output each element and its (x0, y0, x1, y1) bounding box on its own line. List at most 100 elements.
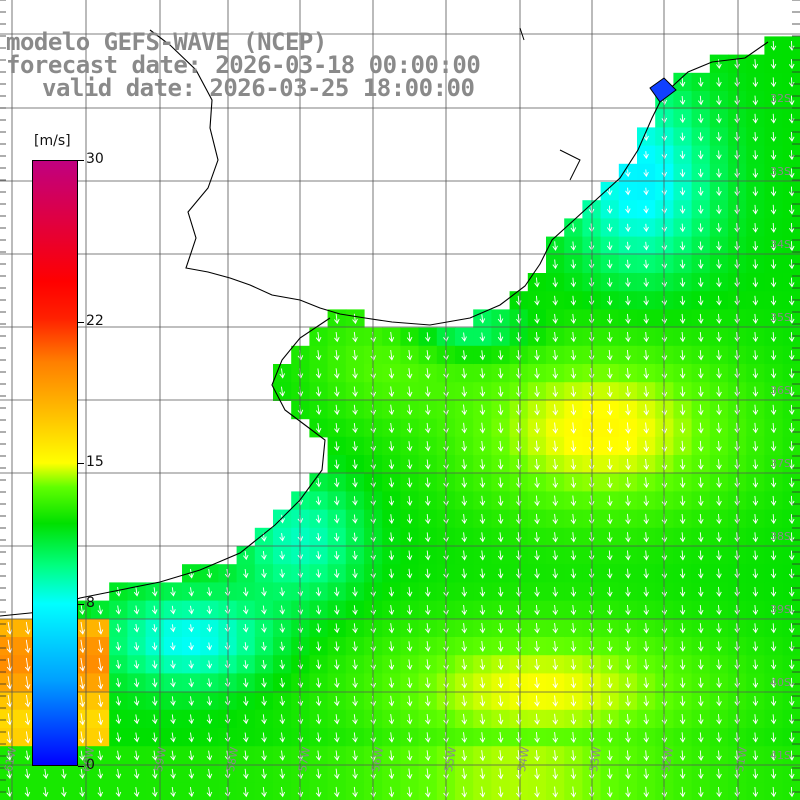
wind-arrow (698, 550, 704, 561)
wind-arrow (625, 458, 631, 471)
wind-arrow (388, 714, 395, 725)
colorbar-tick-label: 15 (86, 454, 104, 470)
wind-arrow (570, 659, 577, 671)
lagoon (649, 77, 677, 103)
wind-arrow (607, 659, 613, 671)
wind-arrow (261, 551, 267, 560)
wind-arrow (115, 787, 122, 798)
wind-arrow (552, 495, 559, 507)
wind-arrow (752, 277, 759, 288)
wind-arrow (279, 605, 285, 615)
wind-arrow (479, 350, 486, 361)
wind-arrow (497, 350, 504, 361)
wind-arrow (734, 514, 740, 525)
wind-arrow (679, 713, 686, 725)
wind-arrow (206, 678, 213, 688)
wind-arrow (752, 59, 759, 70)
wind-arrow (152, 768, 158, 779)
wind-arrow (334, 641, 340, 652)
lat-label: 37S (770, 457, 791, 470)
wind-arrow (734, 404, 741, 416)
wind-arrow (607, 604, 613, 616)
wind-arrow (716, 568, 722, 579)
wind-arrow (206, 587, 213, 597)
wind-arrow (152, 750, 158, 761)
wind-arrow (188, 714, 194, 725)
wind-arrow (752, 441, 759, 452)
wind-arrow (716, 659, 722, 670)
wind-arrow (788, 332, 795, 343)
wind-arrow (516, 768, 522, 780)
wind-arrow (625, 495, 631, 507)
wind-arrow (6, 621, 13, 635)
wind-arrow (679, 132, 686, 142)
wind-arrow (534, 641, 540, 652)
wind-arrow (643, 604, 650, 616)
wind-arrow (334, 768, 340, 780)
wind-arrow (461, 604, 468, 616)
wind-arrow (679, 331, 686, 343)
wind-arrow (697, 168, 704, 178)
wind-arrow (679, 295, 686, 306)
wind-arrow (279, 587, 285, 597)
colorbar-tick-label: 22 (86, 312, 104, 329)
wind-arrow (479, 677, 486, 689)
wind-arrow (679, 95, 686, 106)
lon-label: 52W (659, 746, 676, 773)
wind-arrow (261, 732, 267, 743)
wind-arrow (133, 660, 140, 670)
wind-arrow (698, 386, 704, 398)
wind-arrow (352, 514, 358, 524)
wind-arrow (770, 695, 777, 707)
colorbar-tick-label: 0 (86, 757, 95, 773)
lat-label: 39S (770, 603, 791, 616)
wind-arrow (552, 732, 559, 743)
wind-arrow (716, 605, 722, 616)
wind-arrow (734, 168, 740, 179)
wind-arrow (552, 532, 559, 543)
wind-arrow (352, 423, 358, 434)
wind-arrow (789, 459, 795, 470)
wind-arrow (698, 332, 704, 343)
wind-arrow (206, 642, 213, 651)
wind-arrow (752, 422, 759, 434)
wind-arrow (133, 732, 140, 743)
wind-arrow (497, 386, 504, 398)
lat-label: 32S (770, 92, 791, 105)
wind-arrow (406, 514, 413, 525)
wind-arrow (133, 642, 140, 651)
wind-arrow (388, 331, 395, 343)
wind-arrow (352, 786, 358, 798)
wind-arrow (133, 787, 140, 798)
wind-arrow (788, 204, 795, 215)
wind-arrow (516, 586, 522, 597)
wind-arrow (261, 569, 267, 579)
wind-arrow (388, 677, 395, 689)
wind-arrow (388, 459, 395, 470)
wind-arrow (734, 641, 740, 652)
wind-arrow (406, 677, 413, 689)
wind-arrow (406, 659, 413, 671)
wind-arrow (607, 641, 613, 652)
wind-arrow (206, 660, 213, 669)
wind-arrow (716, 223, 722, 233)
wind-arrow (734, 568, 740, 579)
wind-arrow (752, 404, 759, 416)
wind-arrow (625, 277, 631, 288)
wind-arrow (406, 695, 413, 707)
wind-arrow (133, 714, 140, 725)
wind-arrow (625, 550, 631, 561)
wind-arrow (188, 732, 195, 743)
wind-arrow (697, 187, 704, 196)
wind-arrow (243, 768, 249, 780)
wind-arrow (734, 768, 740, 780)
wind-arrow (479, 495, 486, 507)
wind-arrow (425, 368, 431, 379)
wind-arrow (534, 295, 540, 306)
wind-arrow (752, 732, 759, 743)
wind-arrow (242, 660, 249, 670)
wind-arrow (643, 241, 649, 251)
wind-arrow (752, 677, 759, 689)
wind-arrow (643, 187, 649, 196)
wind-arrow (752, 750, 759, 761)
